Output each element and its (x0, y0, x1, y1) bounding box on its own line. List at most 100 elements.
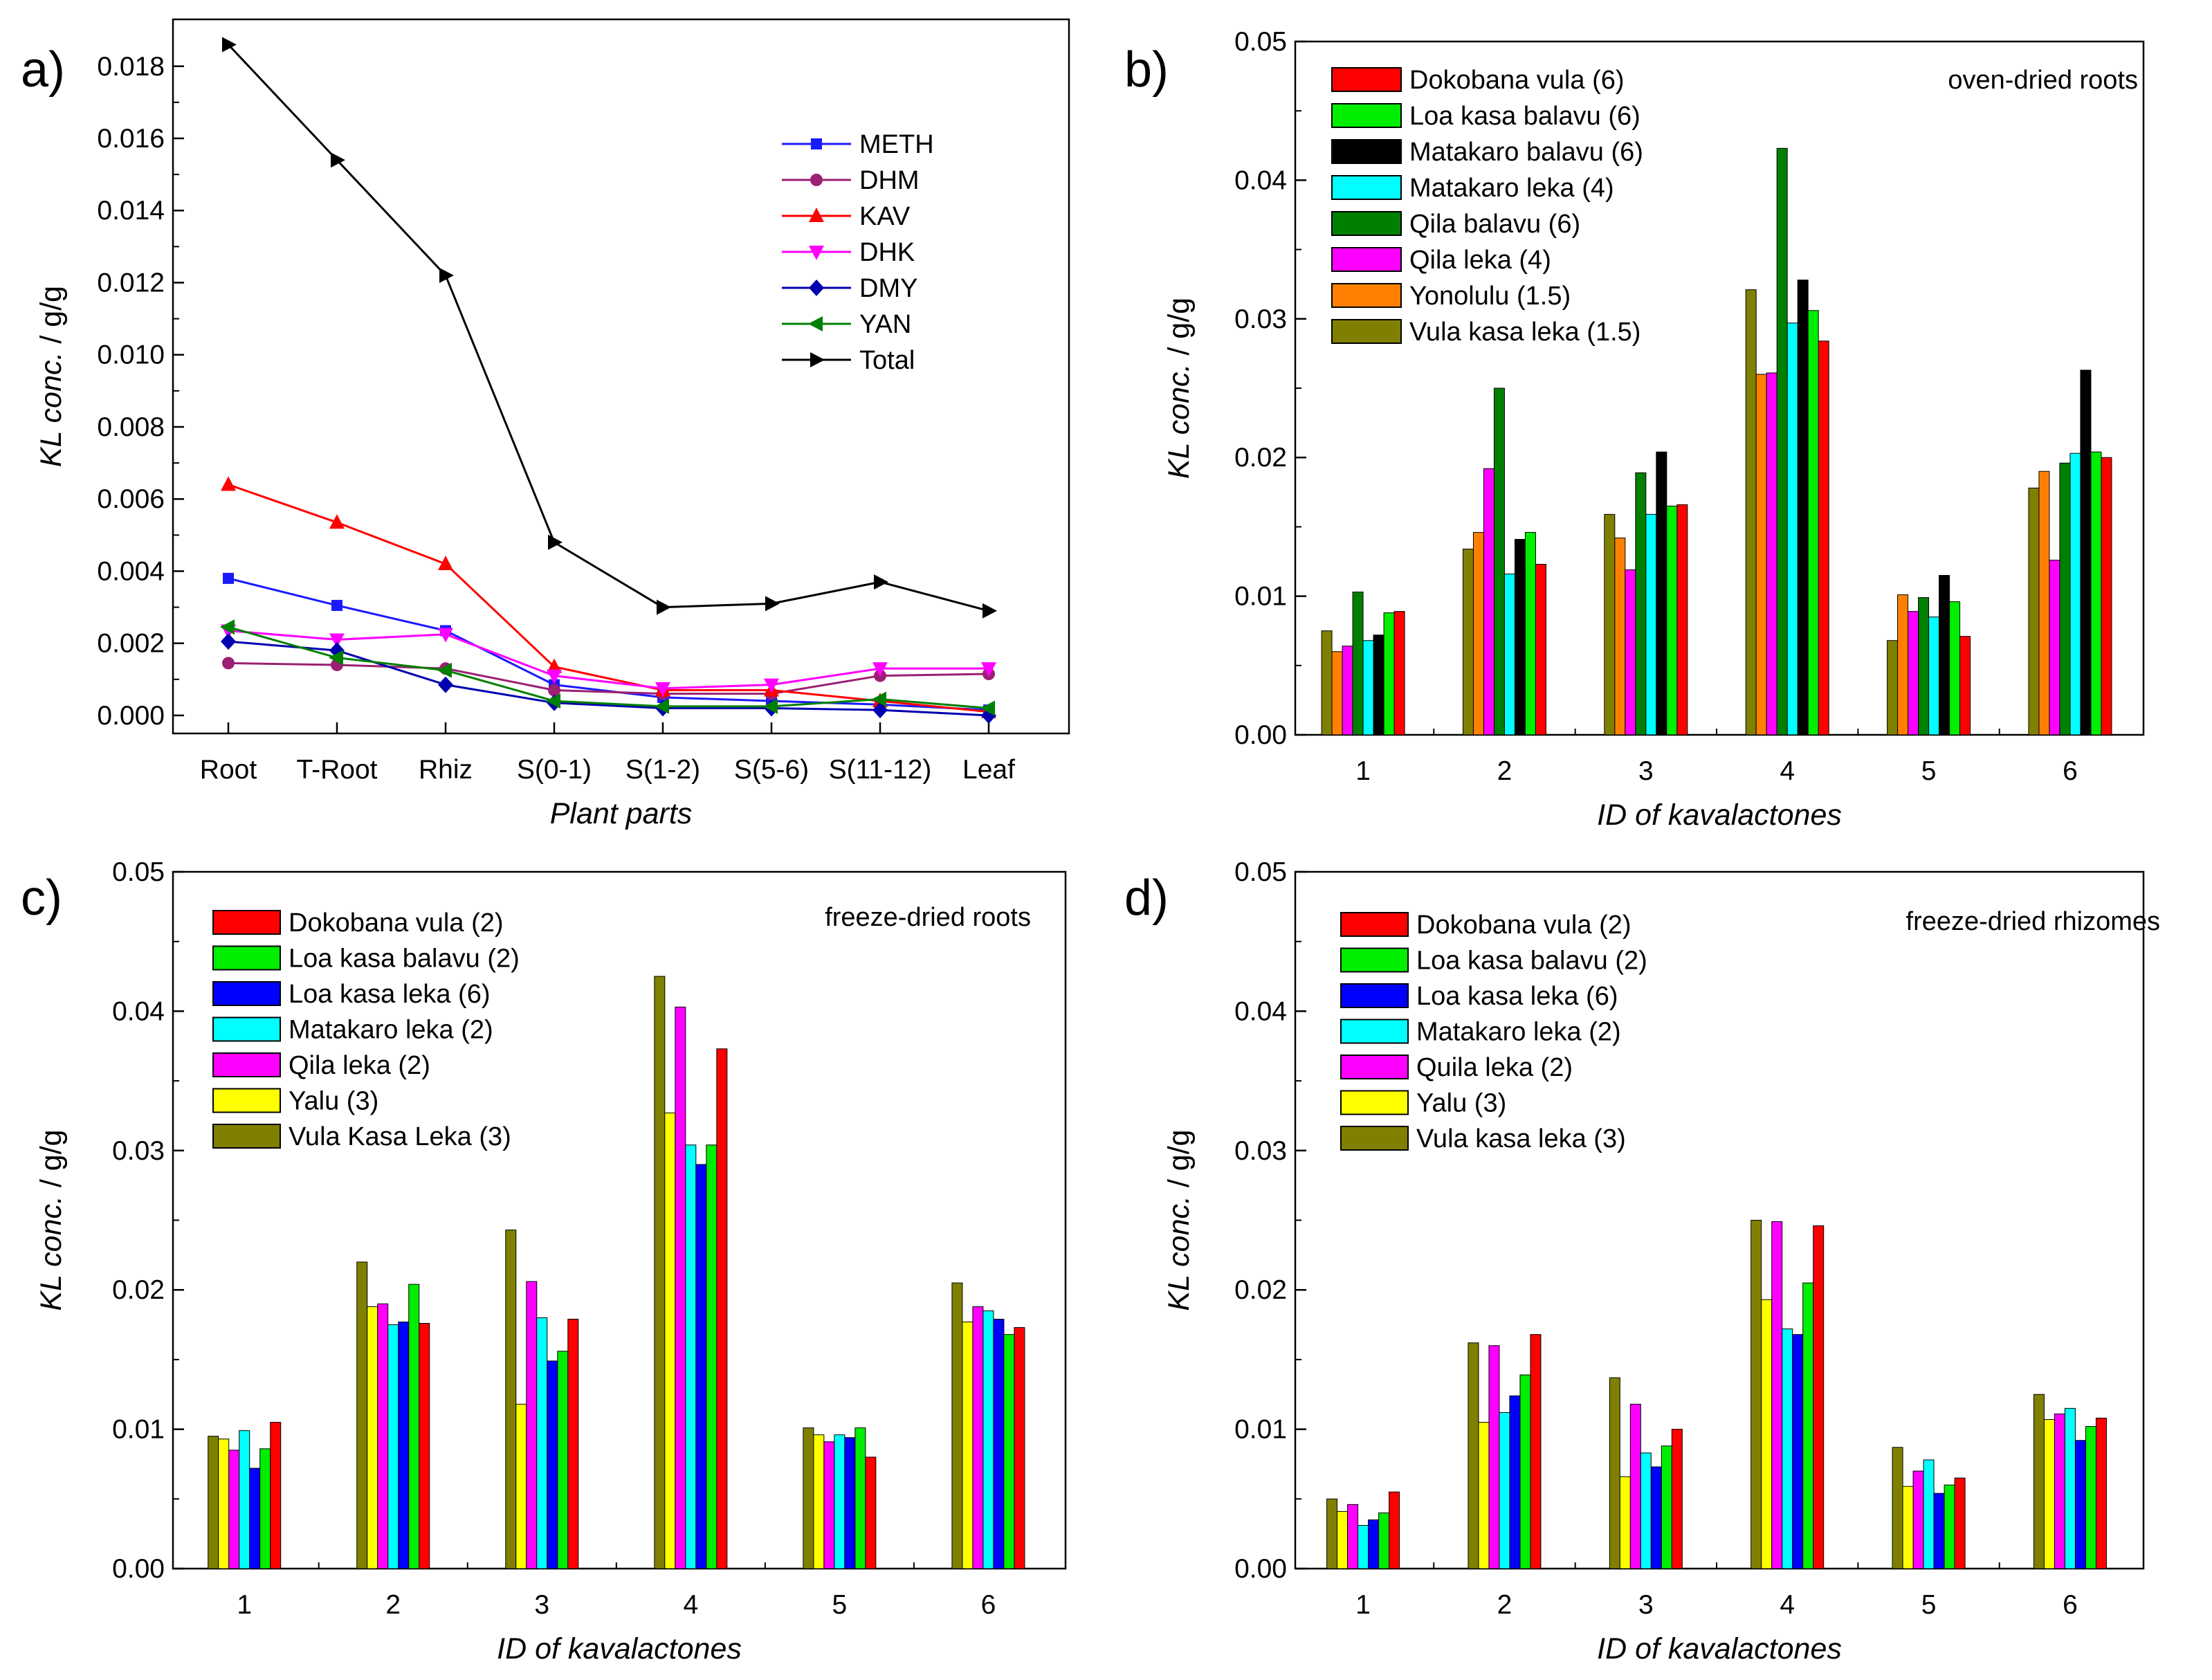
y-axis-label-unit: / g/g (35, 1129, 68, 1196)
bar (972, 1306, 984, 1569)
legend-label: Dokobana vula (2) (289, 909, 504, 938)
bar (1918, 597, 1930, 736)
bar (1818, 340, 1829, 736)
x-axis-label: ID of kavalactones (497, 1632, 742, 1665)
bar (367, 1306, 378, 1569)
legend-swatch (1331, 139, 1402, 164)
bar (1389, 1491, 1400, 1569)
bar (1003, 1334, 1015, 1569)
data-point-yan (437, 662, 452, 678)
bar (1761, 1299, 1773, 1569)
data-point-dhk (438, 628, 453, 643)
chart-panel-d: 0.00 0.01 0.02 0.03 0.04 0.05 KL conc. / g/g ID… (1124, 857, 2160, 1665)
y-axis-label-main: KL conc. (35, 352, 68, 468)
bar (1478, 1422, 1490, 1569)
panel-annotation: oven-dried roots (1948, 66, 2138, 95)
bar (1014, 1327, 1025, 1569)
x-tick-label: S(11-12) (829, 755, 932, 785)
bar (1468, 1342, 1479, 1569)
bar (1609, 1377, 1620, 1569)
legend-swatch (1340, 1019, 1409, 1044)
panel-label: b) (1124, 42, 1169, 98)
data-point-dhm (548, 684, 560, 697)
bar (536, 1317, 548, 1569)
y-tick-label: 0.02 (1234, 1275, 1287, 1305)
legend-swatch (212, 910, 281, 935)
bar (951, 1282, 963, 1569)
bar (2038, 471, 2050, 736)
y-tick-label: 0.004 (97, 556, 165, 586)
bar (228, 1450, 240, 1569)
y-tick-label: 0.05 (1234, 27, 1287, 57)
legend-swatch (1340, 1126, 1409, 1151)
bar (1393, 611, 1405, 736)
bar (2101, 457, 2112, 736)
bar (2069, 453, 2081, 736)
data-point-total (982, 603, 997, 619)
bar (1604, 513, 1616, 736)
bar (1625, 569, 1636, 736)
x-tick-label: 2 (385, 1590, 401, 1620)
bar (2043, 1419, 2055, 1569)
legend-label: Qila balavu (6) (1409, 210, 1580, 239)
data-point-dhk (329, 633, 345, 648)
bar (1483, 468, 1495, 736)
legend-label: DHK (859, 238, 915, 267)
data-point-total (439, 268, 454, 284)
data-point-dmy (221, 633, 236, 650)
bar (1933, 1492, 1945, 1569)
y-tick-label: 0.000 (97, 701, 165, 731)
bar (2028, 487, 2040, 736)
bar (1342, 646, 1353, 736)
bar (1897, 594, 1909, 736)
x-tick-label: 2 (1497, 756, 1512, 786)
y-axis-label-unit: / g/g (1162, 298, 1196, 364)
y-axis-label-main: KL conc. (1162, 1196, 1196, 1311)
legend-marker (809, 246, 824, 260)
bar (1676, 504, 1688, 736)
plot-frame (1294, 870, 2145, 1570)
legend-label: YAN (859, 310, 911, 339)
bar (1887, 640, 1899, 736)
y-axis-label-unit: / g/g (35, 286, 68, 352)
bar (1650, 1466, 1662, 1569)
legend-label: Qila leka (4) (1409, 246, 1551, 275)
bar (408, 1284, 420, 1569)
data-point-dmy (438, 676, 453, 693)
bar (1802, 1282, 1814, 1569)
data-point-total (765, 596, 780, 612)
legend-swatch (1331, 283, 1402, 308)
y-tick-label: 0.01 (1234, 582, 1287, 612)
bar (1751, 1220, 1762, 1569)
legend-label: DHM (859, 166, 920, 195)
bar (1503, 574, 1515, 736)
bar (1383, 612, 1395, 736)
bar (1797, 280, 1809, 736)
legend: Dokobana vula (2) Loa kasa balavu (2) Loa … (212, 909, 520, 1151)
bar (1782, 1329, 1793, 1569)
x-axis-label: Plant parts (550, 797, 693, 830)
y-axis-label-main: KL conc. (35, 1196, 68, 1311)
bar (2049, 559, 2060, 736)
bar (823, 1441, 835, 1569)
bar (1666, 505, 1678, 736)
bar (1362, 640, 1374, 736)
legend-swatch (212, 1016, 281, 1042)
bar (1923, 1459, 1935, 1569)
bar (1959, 636, 1971, 736)
legend-swatch (1331, 103, 1402, 128)
x-axis-label: ID of kavalactones (1597, 798, 1842, 832)
bar (1373, 634, 1384, 736)
bar (1766, 372, 1777, 736)
y-axis-label: KL conc. / g/g (1162, 1129, 1196, 1311)
data-point-dhk (872, 662, 888, 677)
bar (1635, 472, 1647, 736)
chart-panel-b: 0.00 0.01 0.02 0.03 0.04 0.05 KL conc. / g/g ID… (1124, 27, 2145, 832)
data-point-kav (329, 514, 345, 529)
bar (1908, 611, 1919, 736)
y-axis-label-main: KL conc. (1162, 364, 1196, 480)
y-tick-label: 0.016 (97, 124, 165, 154)
legend-label: Matakaro leka (4) (1409, 174, 1614, 203)
x-tick-label: 5 (1921, 756, 1937, 786)
